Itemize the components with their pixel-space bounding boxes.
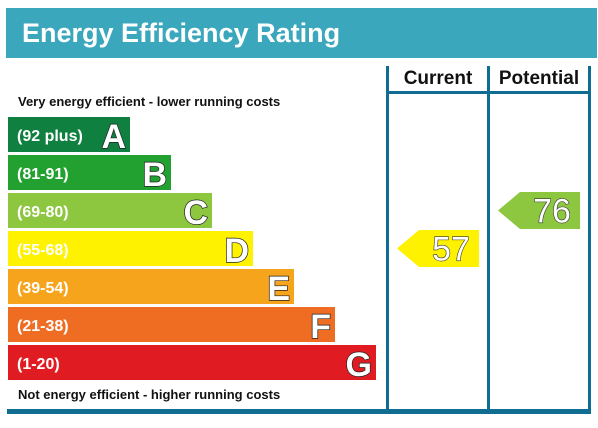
potential-arrow-shape bbox=[498, 192, 580, 229]
table-frame bbox=[7, 66, 591, 414]
rating-bands: (92 plus) A (81-91) B (69-80) C (55-68) D (39-54… bbox=[8, 117, 376, 385]
band-letter-a: A bbox=[101, 118, 126, 156]
current-column-header: Current bbox=[404, 68, 473, 89]
band-range-f: (21-38) bbox=[17, 318, 69, 335]
band-range-e: (39-54) bbox=[17, 280, 69, 297]
frame-line-middle bbox=[487, 66, 490, 414]
current-arrow-shape bbox=[397, 230, 479, 267]
band-range-b: (81-91) bbox=[17, 166, 69, 183]
efficient-note: Very energy efficient - lower running co… bbox=[18, 94, 280, 109]
band-bar-f bbox=[8, 307, 335, 342]
title-banner bbox=[6, 8, 597, 58]
band-letter-d: D bbox=[224, 232, 249, 270]
band-bar-a bbox=[8, 117, 130, 152]
band-range-c: (69-80) bbox=[17, 204, 69, 221]
band-range-g: (1-20) bbox=[17, 356, 60, 373]
band-bar-g bbox=[8, 345, 376, 380]
band-bar-d bbox=[8, 231, 253, 266]
band-bar-e bbox=[8, 269, 294, 304]
band-letter-g: G bbox=[346, 346, 372, 384]
current-rating-arrow: 57 bbox=[397, 230, 479, 269]
frame-line-left bbox=[386, 66, 389, 414]
potential-column-header: Potential bbox=[499, 68, 579, 89]
band-bar-b bbox=[8, 155, 171, 190]
bottom-border bbox=[7, 409, 591, 414]
potential-rating-value: 76 bbox=[533, 193, 571, 231]
inefficient-note: Not energy efficient - higher running co… bbox=[18, 387, 280, 402]
band-letter-b: B bbox=[142, 156, 167, 194]
band-letter-f: F bbox=[310, 308, 331, 346]
band-letter-e: E bbox=[267, 270, 290, 308]
current-rating-value: 57 bbox=[432, 231, 470, 269]
band-letter-c: C bbox=[183, 194, 208, 232]
band-range-a: (92 plus) bbox=[17, 128, 83, 145]
header-divider bbox=[386, 91, 591, 94]
band-range-d: (55-68) bbox=[17, 242, 69, 259]
chart-title: Energy Efficiency Rating bbox=[22, 18, 340, 48]
frame-line-right bbox=[588, 66, 591, 414]
band-bar-c bbox=[8, 193, 212, 228]
potential-rating-arrow: 76 bbox=[498, 192, 580, 231]
